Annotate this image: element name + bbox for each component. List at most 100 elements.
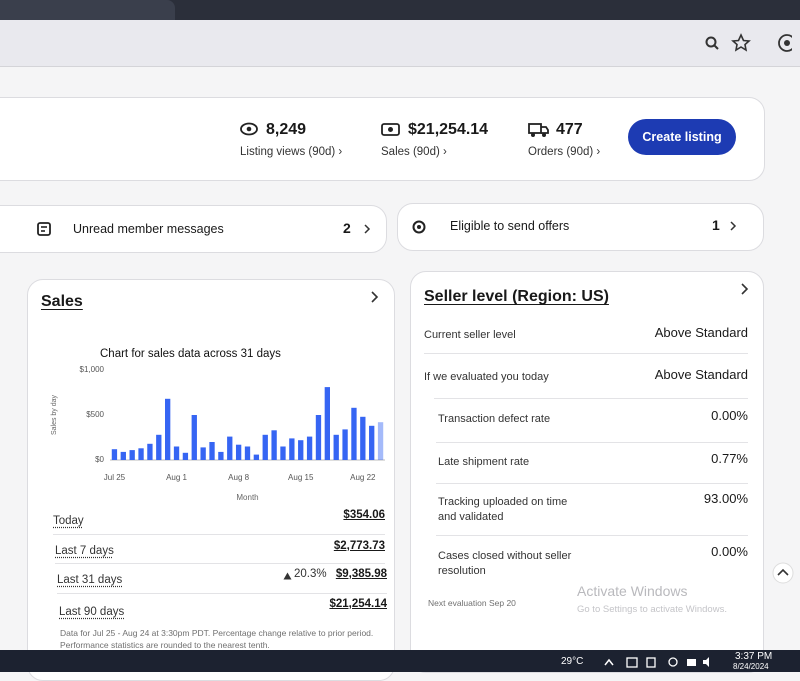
y-axis-label: Sales by day: [51, 394, 58, 435]
separator: [57, 593, 387, 594]
browser-tab[interactable]: [0, 0, 175, 20]
task-card[interactable]: [397, 203, 764, 251]
bar: [315, 415, 322, 460]
level-value: Above Standard: [654, 325, 748, 340]
stat-link[interactable]: Orders (90d) ›: [528, 146, 601, 158]
bar: [262, 434, 268, 460]
sales-amount[interactable]: $354.06: [343, 509, 385, 521]
bar: [298, 440, 304, 460]
sales-period[interactable]: Last 90 days: [59, 606, 125, 618]
y-tick-label: $1,000: [80, 365, 105, 374]
taskbar: [0, 650, 800, 672]
card-title[interactable]: Seller level (Region: US): [424, 288, 609, 305]
bar: [342, 429, 348, 460]
level-label: Current seller level: [424, 329, 516, 341]
card-title[interactable]: Sales: [41, 293, 83, 310]
sales-amount[interactable]: $2,773.73: [333, 540, 385, 552]
bar: [235, 444, 242, 460]
clock-date[interactable]: 8/24/2024: [733, 662, 769, 671]
up-arrow: [283, 572, 292, 580]
truck-icon: [528, 123, 549, 137]
footnote: Data for Jul 25 - Aug 24 at 3:30pm PDT. …: [60, 628, 374, 650]
money-icon: [381, 123, 400, 136]
task-count: 2: [343, 220, 351, 236]
metric-label[interactable]: Tracking uploaded on time and validated: [438, 496, 568, 523]
toolbar-icons[interactable]: [700, 32, 792, 54]
level-value: Above Standard: [654, 367, 748, 382]
bar: [280, 446, 286, 460]
x-tick-label: Aug 8: [228, 473, 249, 482]
browser-toolbar: [0, 20, 800, 67]
chevron[interactable]: [740, 282, 750, 296]
x-tick-label: Aug 1: [166, 473, 187, 482]
bar: [209, 442, 215, 460]
metric-label[interactable]: Late shipment rate: [438, 456, 530, 468]
bar: [377, 422, 384, 460]
bar: [253, 454, 260, 460]
sales-amount[interactable]: $21,254.14: [329, 598, 387, 610]
x-tick-label: Aug 15: [288, 473, 314, 482]
watermark-subtitle: Go to Settings to activate Windows.: [577, 604, 727, 615]
bar: [351, 407, 357, 460]
watermark-title: Activate Windows: [577, 583, 688, 599]
create-listing-button[interactable]: Create listing: [628, 119, 736, 155]
bar: [173, 446, 180, 460]
x-tick-label: Jul 25: [104, 473, 126, 482]
next-evaluation: Next evaluation Sep 20: [428, 598, 516, 608]
scroll-up-button[interactable]: [772, 562, 794, 584]
chart-title: Chart for sales data across 31 days: [100, 348, 281, 360]
browser-tab-bar: [0, 0, 800, 20]
bar: [182, 452, 189, 460]
bar: [289, 438, 295, 460]
y-tick-label: $500: [86, 410, 104, 419]
x-axis-label: Month: [236, 493, 258, 502]
stat-link[interactable]: Sales (90d) ›: [381, 146, 447, 158]
bar: [244, 446, 251, 460]
bar: [156, 434, 162, 460]
bar: [111, 449, 118, 460]
separator: [424, 353, 748, 354]
separator: [436, 483, 748, 484]
seller-level-card: [410, 271, 764, 673]
bar: [227, 436, 233, 460]
chevron[interactable]: [370, 290, 380, 304]
tray-icons[interactable]: [603, 654, 713, 670]
sales-change: 20.3%: [294, 568, 327, 580]
separator: [55, 563, 385, 564]
separator: [436, 442, 748, 443]
chevron: [364, 224, 371, 234]
metric-label[interactable]: Cases closed without seller resolution: [438, 550, 572, 577]
bar: [147, 443, 153, 460]
bar: [324, 387, 330, 460]
weather[interactable]: 29°C: [561, 656, 584, 667]
bar: [369, 425, 375, 460]
sales-amount[interactable]: $9,385.98: [335, 568, 387, 580]
metric-value: 0.00%: [711, 408, 748, 423]
separator: [53, 534, 385, 535]
eye-icon: [240, 122, 258, 136]
clock-time[interactable]: 3:37 PM: [735, 651, 773, 662]
sales-period[interactable]: Last 7 days: [55, 545, 114, 557]
bar: [129, 450, 135, 460]
sales-period[interactable]: Today: [53, 515, 84, 527]
separator: [434, 398, 748, 399]
stat-value: 477: [556, 121, 583, 138]
sales-card: [27, 279, 395, 681]
y-tick-label: $0: [95, 455, 104, 464]
metric-value: 0.00%: [711, 544, 748, 559]
metric-label[interactable]: Transaction defect rate: [438, 413, 551, 425]
sales-period[interactable]: Last 31 days: [57, 574, 123, 586]
bar: [191, 415, 197, 460]
x-tick-label: Aug 22: [350, 473, 376, 482]
stat-link[interactable]: Listing views (90d) ›: [240, 146, 343, 158]
metric-value: 93.00%: [703, 491, 748, 506]
bar: [306, 436, 313, 460]
message-icon: [37, 222, 51, 236]
bar: [138, 448, 144, 460]
bar: [218, 451, 224, 460]
metric-value: 0.77%: [711, 451, 748, 466]
task-card[interactable]: [0, 205, 387, 253]
chevron: [730, 221, 737, 231]
bar: [200, 447, 206, 460]
